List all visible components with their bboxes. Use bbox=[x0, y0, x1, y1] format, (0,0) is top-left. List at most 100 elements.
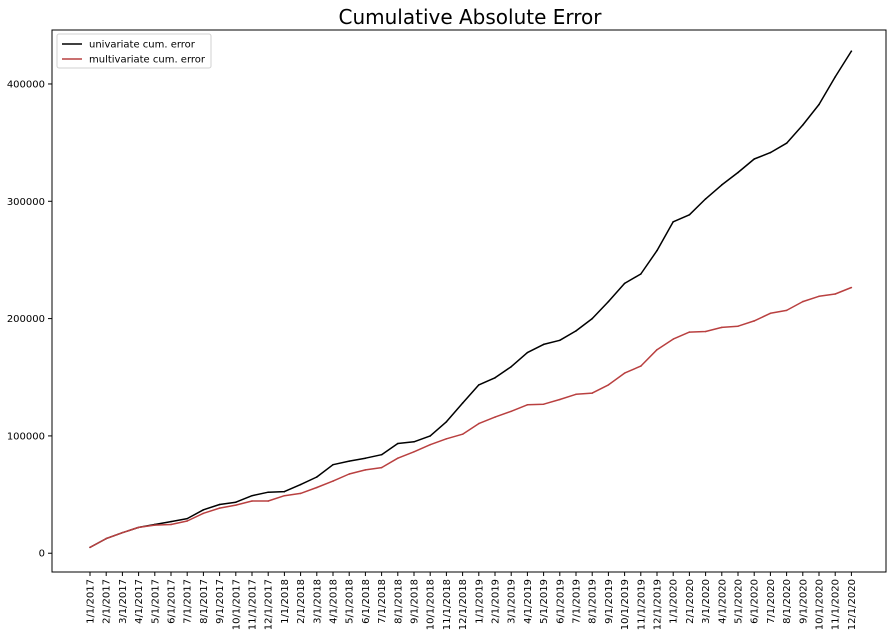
data-point bbox=[397, 443, 399, 445]
data-point bbox=[332, 464, 334, 466]
x-tick-label: 10/1/2017 bbox=[231, 579, 242, 630]
data-point bbox=[721, 184, 723, 186]
x-tick-label: 1/1/2019 bbox=[474, 579, 485, 624]
data-point bbox=[786, 310, 788, 312]
legend: univariate cum. errormultivariate cum. e… bbox=[57, 34, 211, 68]
data-point bbox=[316, 476, 318, 478]
data-point bbox=[527, 352, 529, 354]
data-point bbox=[559, 340, 561, 342]
data-point bbox=[770, 313, 772, 315]
data-point bbox=[300, 484, 302, 486]
axes: 0 100000 200000 300000 400000 1/1/2017 2/1/201… bbox=[7, 30, 886, 630]
data-point bbox=[284, 491, 286, 493]
data-point bbox=[575, 330, 577, 332]
data-point bbox=[478, 423, 480, 425]
data-point bbox=[510, 410, 512, 412]
data-point bbox=[170, 524, 172, 526]
data-point bbox=[591, 392, 593, 394]
x-tick-label: 6/1/2020 bbox=[750, 579, 761, 624]
x-tick-label: 8/1/2017 bbox=[199, 579, 210, 624]
x-tick-label: 6/1/2017 bbox=[167, 579, 178, 624]
x-tick-label: 6/1/2018 bbox=[361, 579, 372, 624]
data-point bbox=[640, 273, 642, 275]
data-point bbox=[608, 301, 610, 303]
data-point bbox=[219, 504, 221, 506]
x-tick-label: 8/1/2018 bbox=[393, 579, 404, 624]
data-point bbox=[656, 250, 658, 252]
data-point bbox=[689, 214, 691, 216]
y-tick-label: 100000 bbox=[7, 431, 45, 442]
chart-title: Cumulative Absolute Error bbox=[338, 5, 602, 29]
x-tick-label: 8/1/2019 bbox=[588, 579, 599, 624]
data-point bbox=[235, 501, 237, 503]
x-tick-label: 4/1/2020 bbox=[717, 579, 728, 624]
data-point bbox=[510, 366, 512, 368]
x-tick-label: 10/1/2018 bbox=[426, 579, 437, 630]
data-point bbox=[608, 384, 610, 386]
data-point bbox=[397, 457, 399, 459]
x-tick-label: 7/1/2020 bbox=[766, 579, 777, 624]
data-point bbox=[818, 296, 820, 298]
data-point bbox=[802, 124, 804, 126]
x-tick-label: 11/1/2019 bbox=[636, 579, 647, 630]
x-tick-label: 3/1/2019 bbox=[507, 579, 518, 624]
data-point bbox=[721, 327, 723, 329]
x-tick-label: 11/1/2020 bbox=[831, 579, 842, 630]
x-tick-label: 12/1/2018 bbox=[458, 579, 469, 630]
data-point bbox=[753, 158, 755, 160]
x-tick-label: 2/1/2020 bbox=[685, 579, 696, 624]
series-line-univariate bbox=[90, 51, 851, 547]
data-point bbox=[267, 491, 269, 493]
data-point bbox=[251, 500, 253, 502]
data-point bbox=[494, 416, 496, 418]
y-tick-label: 400000 bbox=[7, 79, 45, 90]
data-point bbox=[186, 520, 188, 522]
data-point bbox=[267, 500, 269, 502]
data-point bbox=[365, 457, 367, 459]
y-tick-label: 0 bbox=[39, 549, 45, 560]
data-point bbox=[851, 50, 853, 52]
data-point bbox=[170, 521, 172, 523]
x-tick-label: 4/1/2017 bbox=[134, 579, 145, 624]
x-tick-label: 7/1/2017 bbox=[183, 579, 194, 624]
x-tick-label: 5/1/2017 bbox=[150, 579, 161, 624]
data-point bbox=[365, 469, 367, 471]
data-point bbox=[494, 377, 496, 379]
data-point bbox=[656, 349, 658, 351]
data-point bbox=[186, 518, 188, 520]
plot-frame bbox=[52, 30, 886, 572]
data-point bbox=[219, 507, 221, 509]
data-point bbox=[105, 538, 107, 540]
data-point bbox=[737, 172, 739, 174]
data-point bbox=[332, 480, 334, 482]
x-tick-label: 4/1/2019 bbox=[523, 579, 534, 624]
x-tick-label: 12/1/2019 bbox=[653, 579, 664, 630]
x-tick-label: 5/1/2019 bbox=[539, 579, 550, 624]
x-tick-label: 12/1/2020 bbox=[847, 579, 858, 630]
x-tick-label: 11/1/2017 bbox=[248, 579, 259, 630]
x-tick-label: 1/1/2017 bbox=[86, 579, 97, 624]
data-point bbox=[640, 365, 642, 367]
data-point bbox=[429, 444, 431, 446]
data-point bbox=[705, 331, 707, 333]
data-point bbox=[802, 301, 804, 303]
x-tick-label: 3/1/2017 bbox=[118, 579, 129, 624]
x-tick-label: 7/1/2019 bbox=[572, 579, 583, 624]
data-point bbox=[834, 293, 836, 295]
data-point bbox=[753, 320, 755, 322]
data-point bbox=[89, 547, 91, 549]
data-point bbox=[235, 504, 237, 506]
data-point bbox=[462, 433, 464, 435]
data-point bbox=[672, 338, 674, 340]
x-tick-label: 7/1/2018 bbox=[377, 579, 388, 624]
data-point bbox=[527, 404, 529, 406]
data-point bbox=[689, 331, 691, 333]
data-point bbox=[672, 221, 674, 223]
data-point bbox=[478, 384, 480, 386]
data-point bbox=[348, 460, 350, 462]
data-point bbox=[575, 393, 577, 395]
x-tick-label: 9/1/2017 bbox=[215, 579, 226, 624]
data-point bbox=[834, 76, 836, 78]
x-tick-label: 1/1/2020 bbox=[669, 579, 680, 624]
